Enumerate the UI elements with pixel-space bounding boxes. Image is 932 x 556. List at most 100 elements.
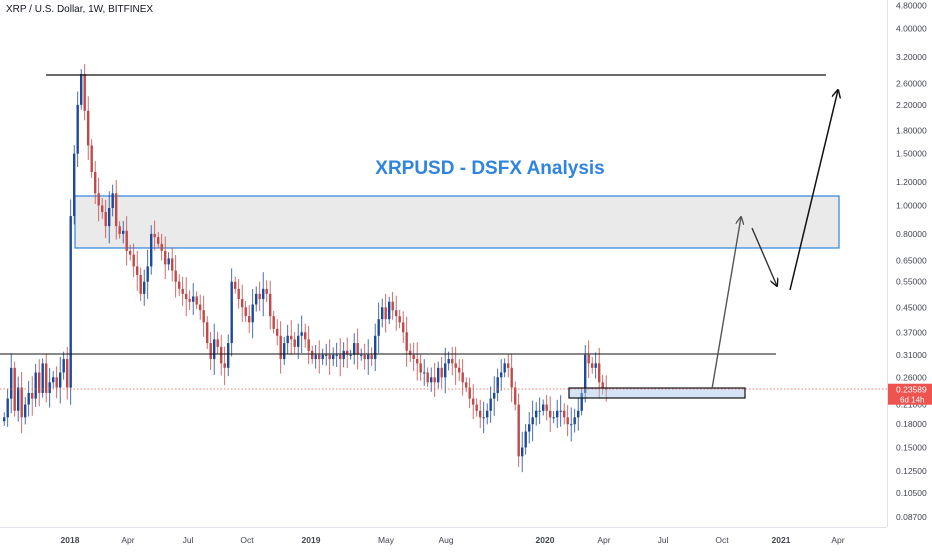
candle-body [17,387,20,411]
price-tick-label: 0.15000 [896,442,927,452]
candle-body [587,354,590,364]
candle-body [122,230,125,234]
candle-body [496,377,499,393]
candle-body [307,339,310,351]
candle-body [185,293,188,300]
candle-body [482,417,485,419]
candle-body [195,296,198,305]
candle-body [255,293,258,305]
candle-body [559,410,562,412]
candle-body [69,216,72,388]
support-zone[interactable] [568,387,746,399]
candle-body [48,382,51,393]
candle-body [213,339,216,360]
candle-body [535,410,538,418]
time-tick-label: Oct [240,535,254,545]
price-tick-label: 0.18000 [896,419,927,429]
time-axis[interactable]: 2018 Apr Jul Oct 2019 May Aug 2020 Apr Jul Oct 2021… [0,527,887,551]
candle-body [125,230,128,251]
candle-body [160,243,163,251]
candle-body [601,382,604,388]
candle-body [248,316,251,323]
candle-body [27,392,30,405]
price-tick-label: 0.10500 [896,488,927,498]
candle-body [206,322,209,344]
candle-body [444,363,447,378]
candle-body [258,293,261,300]
candle-body [325,354,328,356]
candle-body [111,193,114,208]
candle-body [87,110,90,146]
bar-countdown: 6d 14h [900,396,924,405]
candle-body [174,270,177,282]
candle-body [83,74,86,111]
candles-layer [3,64,608,473]
candle-body [360,354,363,356]
candle-body [451,359,454,364]
price-tick-label: 0.37000 [896,327,927,337]
time-tick-label: May [378,535,395,545]
candle-body [563,410,566,418]
candle-body [598,363,601,383]
candle-body [549,410,552,418]
projection-arrow-down[interactable] [751,227,777,286]
candle-body [115,193,118,227]
candle-body [108,207,111,227]
time-tick-label: Aug [438,535,453,545]
candle-body [73,153,76,217]
candle-body [335,354,338,356]
candle-body [538,410,541,412]
candle-body [353,343,356,355]
projection-arrow-up[interactable] [711,217,741,390]
candle-body [276,328,279,336]
candle-body [104,211,107,227]
candle-body [10,367,13,399]
candle-body [363,354,366,360]
candle-body [440,367,443,378]
resistance-zone[interactable] [74,195,840,249]
candle-body [374,335,377,360]
time-tick-label: Apr [831,535,844,545]
candle-body [157,237,160,244]
candle-body [297,335,300,347]
candle-body [80,74,83,105]
candle-body [188,299,191,302]
candle-body [349,354,352,356]
candle-body [367,354,370,360]
candle-body [38,372,41,393]
time-tick-label: Jul [658,535,669,545]
candle-body [132,254,135,267]
candle-body [416,359,419,364]
price-tick-label: 0.31000 [896,350,927,360]
price-tick-label: 4.00000 [896,24,927,34]
candle-body [479,410,482,418]
price-tick-label: 0.26000 [896,372,927,382]
candle-body [262,288,265,300]
time-tick-label: 2019 [302,535,321,545]
projection-arrow-target[interactable] [789,90,838,291]
price-tick-label: 1.20000 [896,177,927,187]
current-price-value: 0.23589 [896,385,927,395]
candle-body [202,310,205,323]
candle-body [94,171,97,194]
candle-body [227,343,230,368]
candle-body [3,417,6,422]
candle-body [216,339,219,347]
current-price-tag [888,383,932,405]
candle-body [153,233,156,238]
candle-body [542,404,545,411]
price-tick-label: 0.12500 [896,466,927,476]
price-tick-label: 1.80000 [896,125,927,135]
price-axis[interactable]: 4.80000 4.00000 3.20000 2.60000 2.20000 1.800… [887,0,932,527]
candle-body [500,372,503,378]
candle-body [584,354,587,393]
candle-body [209,343,212,360]
candle-body [76,104,79,154]
candle-body [164,250,167,265]
candle-body [405,332,408,351]
candle-body [412,354,415,360]
candle-body [62,359,65,373]
time-tick-label: Apr [597,535,610,545]
